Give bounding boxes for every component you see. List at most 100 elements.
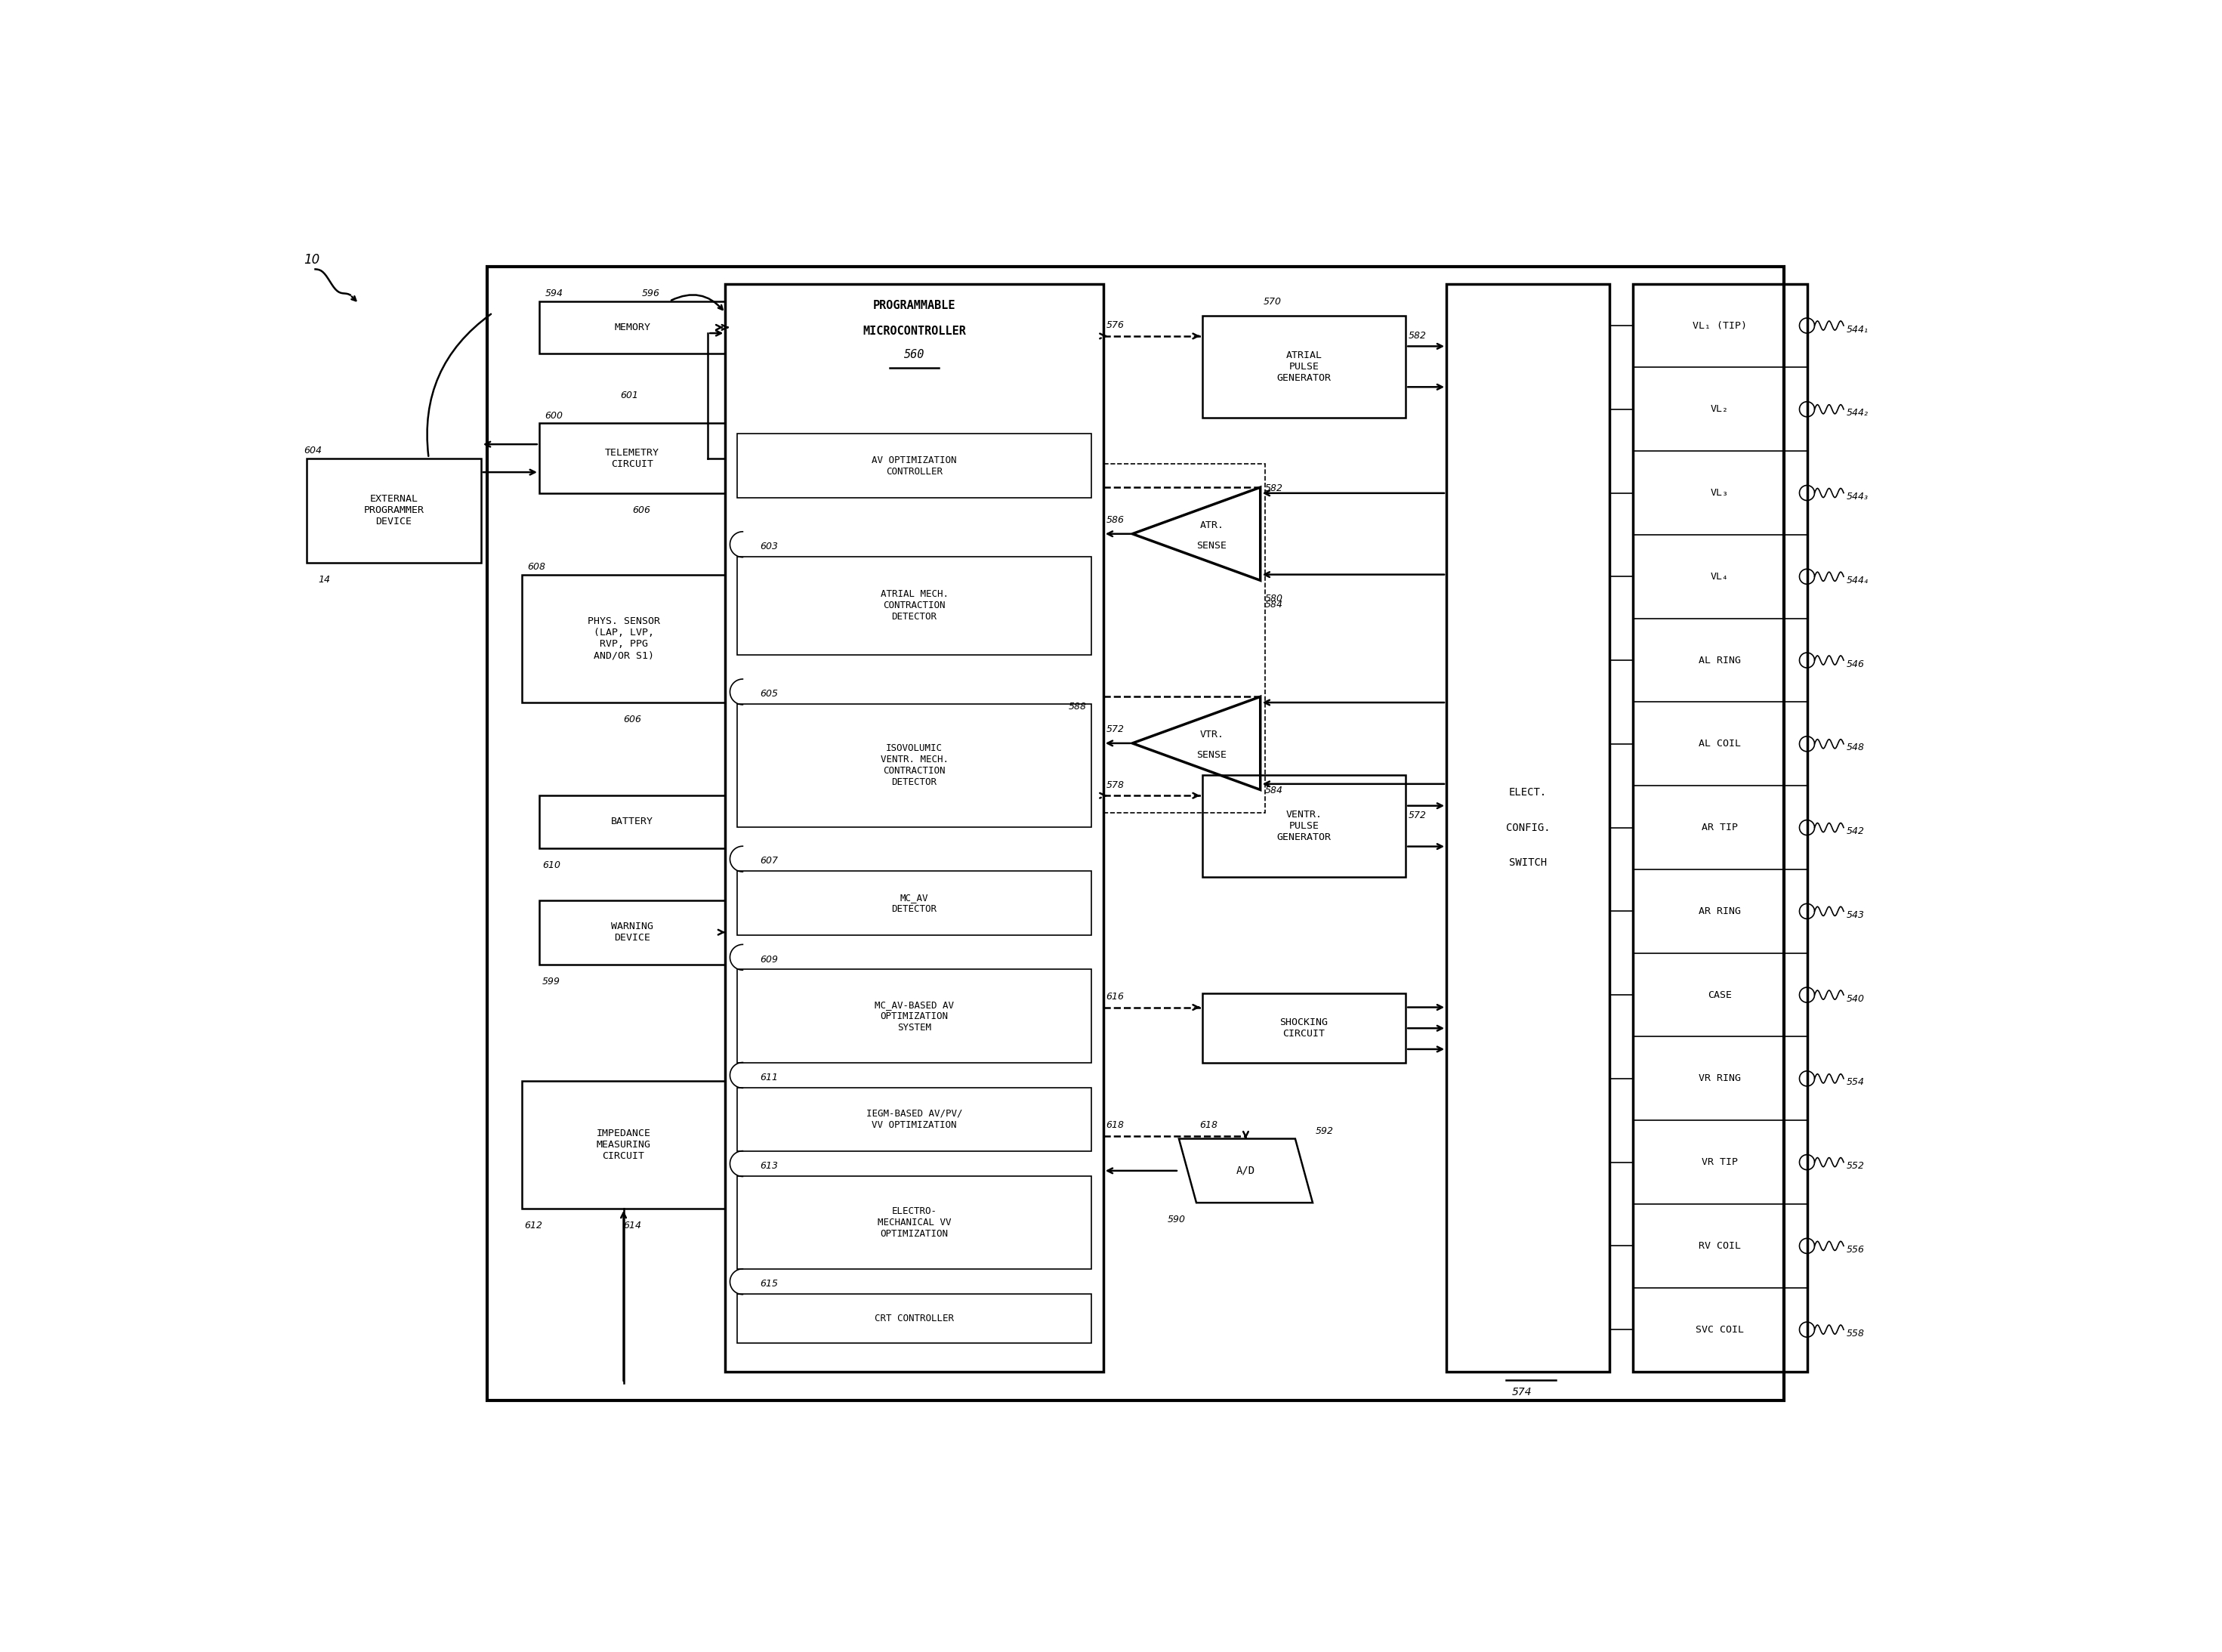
Text: VL₂: VL₂ [1711,405,1729,415]
Text: 607: 607 [760,856,778,866]
Text: 552: 552 [1846,1161,1864,1171]
Text: 601: 601 [620,390,638,400]
Text: ELECT.: ELECT. [1509,788,1547,798]
Text: RV COIL: RV COIL [1698,1241,1740,1251]
Text: EXTERNAL
PROGRAMMER
DEVICE: EXTERNAL PROGRAMMER DEVICE [364,494,424,527]
Text: ELECTRO-
MECHANICAL VV
OPTIMIZATION: ELECTRO- MECHANICAL VV OPTIMIZATION [878,1206,951,1239]
Text: 572: 572 [1409,811,1427,821]
Text: ATRIAL
PULSE
GENERATOR: ATRIAL PULSE GENERATOR [1278,350,1331,383]
Text: 600: 600 [544,411,562,420]
Text: 586: 586 [1107,515,1124,525]
Bar [1202,775,1407,877]
Text: 618: 618 [1200,1120,1218,1130]
Text: 605: 605 [760,689,778,699]
Bar [540,796,724,847]
Text: AR RING: AR RING [1698,907,1740,917]
Text: AL RING: AL RING [1698,656,1740,666]
Text: 615: 615 [760,1279,778,1289]
Bar [522,575,724,702]
Bar [738,704,1091,828]
Bar [540,301,724,354]
Text: 574: 574 [1511,1388,1531,1398]
Text: CONFIG.: CONFIG. [1507,823,1551,833]
Text: 580: 580 [1264,593,1282,603]
Text: 611: 611 [760,1072,778,1082]
Text: 603: 603 [760,542,778,552]
Bar [738,1176,1091,1269]
Text: 592: 592 [1315,1127,1333,1137]
Bar [540,423,724,494]
Text: CASE: CASE [1709,990,1731,999]
Text: VENTR.
PULSE
GENERATOR: VENTR. PULSE GENERATOR [1278,809,1331,843]
Text: SVC COIL: SVC COIL [1695,1325,1744,1335]
Text: 560: 560 [904,349,924,360]
Text: ATR.: ATR. [1200,520,1224,530]
Text: MC_AV-BASED AV
OPTIMIZATION
SYSTEM: MC_AV-BASED AV OPTIMIZATION SYSTEM [875,999,953,1032]
Bar [522,1080,724,1209]
Text: VL₄: VL₄ [1711,572,1729,582]
Text: CRT CONTROLLER: CRT CONTROLLER [875,1313,953,1323]
Bar [738,970,1091,1062]
Text: 614: 614 [624,1221,642,1231]
Text: 596: 596 [642,289,660,299]
Text: 572: 572 [1107,725,1124,735]
Text: PROGRAMMABLE: PROGRAMMABLE [873,301,955,312]
Bar [540,900,724,965]
Text: 608: 608 [527,562,547,572]
Bar [1104,464,1264,813]
Text: SENSE: SENSE [1198,750,1227,760]
Text: 540: 540 [1846,995,1864,1004]
Bar [738,434,1091,497]
Text: 609: 609 [760,955,778,965]
Text: 610: 610 [542,861,560,871]
Text: 10: 10 [304,253,320,266]
Text: 544₁: 544₁ [1846,324,1869,334]
Text: 570: 570 [1264,297,1282,307]
Text: 556: 556 [1846,1246,1864,1254]
Text: 578: 578 [1107,780,1124,790]
Bar [1447,284,1609,1371]
Text: 613: 613 [760,1161,778,1171]
Text: AL COIL: AL COIL [1698,738,1740,748]
Text: 584: 584 [1264,600,1282,610]
Bar [307,458,480,563]
Text: 582: 582 [1409,330,1427,340]
Text: 14: 14 [318,575,331,585]
Text: 542: 542 [1846,826,1864,836]
Text: 594: 594 [544,289,562,299]
Text: 576: 576 [1107,320,1124,330]
Text: 612: 612 [524,1221,542,1231]
Text: MC_AV
DETECTOR: MC_AV DETECTOR [891,892,938,914]
Text: WARNING
DEVICE: WARNING DEVICE [611,922,653,943]
Text: 606: 606 [633,506,651,515]
Bar [738,871,1091,935]
Text: VL₃: VL₃ [1711,487,1729,497]
Bar [487,266,1784,1401]
Text: A/D: A/D [1235,1165,1255,1176]
Text: VR RING: VR RING [1698,1074,1740,1084]
Text: 558: 558 [1846,1328,1864,1338]
Text: 544₃: 544₃ [1846,492,1869,502]
Text: 544₄: 544₄ [1846,575,1869,585]
Text: 582: 582 [1264,484,1282,494]
Text: PHYS. SENSOR
(LAP, LVP,
RVP, PPG
AND/OR S1): PHYS. SENSOR (LAP, LVP, RVP, PPG AND/OR … [587,616,660,661]
Text: 616: 616 [1107,991,1124,1001]
Text: 606: 606 [624,715,642,725]
Bar [1202,316,1407,418]
Text: BATTERY: BATTERY [611,816,653,826]
Text: AV OPTIMIZATION
CONTROLLER: AV OPTIMIZATION CONTROLLER [871,456,958,476]
Text: 544₂: 544₂ [1846,408,1869,418]
Text: 618: 618 [1107,1120,1124,1130]
Text: 584: 584 [1264,786,1282,796]
Text: SENSE: SENSE [1198,540,1227,550]
Bar [1202,993,1407,1064]
Text: 590: 590 [1167,1214,1184,1224]
Text: VL₁ (TIP): VL₁ (TIP) [1693,320,1746,330]
Text: TELEMETRY
CIRCUIT: TELEMETRY CIRCUIT [604,448,660,469]
Text: 543: 543 [1846,910,1864,920]
Text: SWITCH: SWITCH [1509,857,1547,867]
Bar [1633,284,1806,1371]
Text: 554: 554 [1846,1077,1864,1087]
Text: 548: 548 [1846,743,1864,753]
Text: SHOCKING
CIRCUIT: SHOCKING CIRCUIT [1280,1018,1329,1039]
